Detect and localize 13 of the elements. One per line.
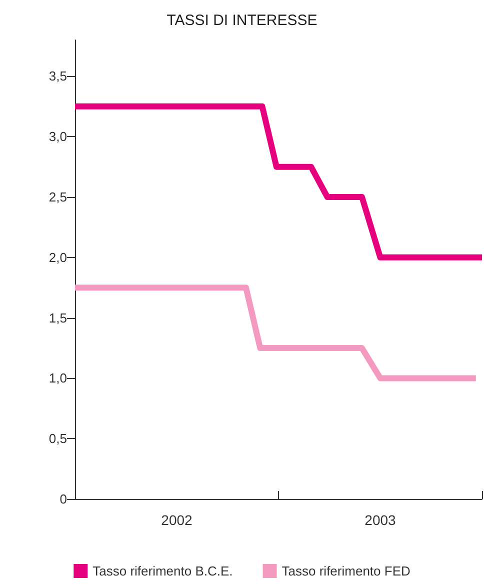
y-tick-label: 1,0 (48, 370, 67, 386)
y-tick-label: 2,5 (48, 190, 67, 205)
y-tick-label: 2,0 (48, 250, 67, 265)
legend-label: Tasso riferimento FED (282, 564, 410, 578)
x-tick-label: 2003 (364, 512, 396, 528)
chart-title: TASSI DI INTERESSE (166, 12, 318, 29)
y-tick-label: 0 (60, 492, 67, 506)
y-tick-label: 3,0 (48, 129, 67, 144)
x-tick-label: 2002 (161, 512, 193, 528)
y-tick-label: 0,5 (48, 431, 67, 446)
legend-label: Tasso riferimento B.C.E. (92, 564, 233, 578)
y-tick-label: 3,5 (48, 68, 67, 84)
y-tick-label: 1,5 (48, 310, 67, 326)
